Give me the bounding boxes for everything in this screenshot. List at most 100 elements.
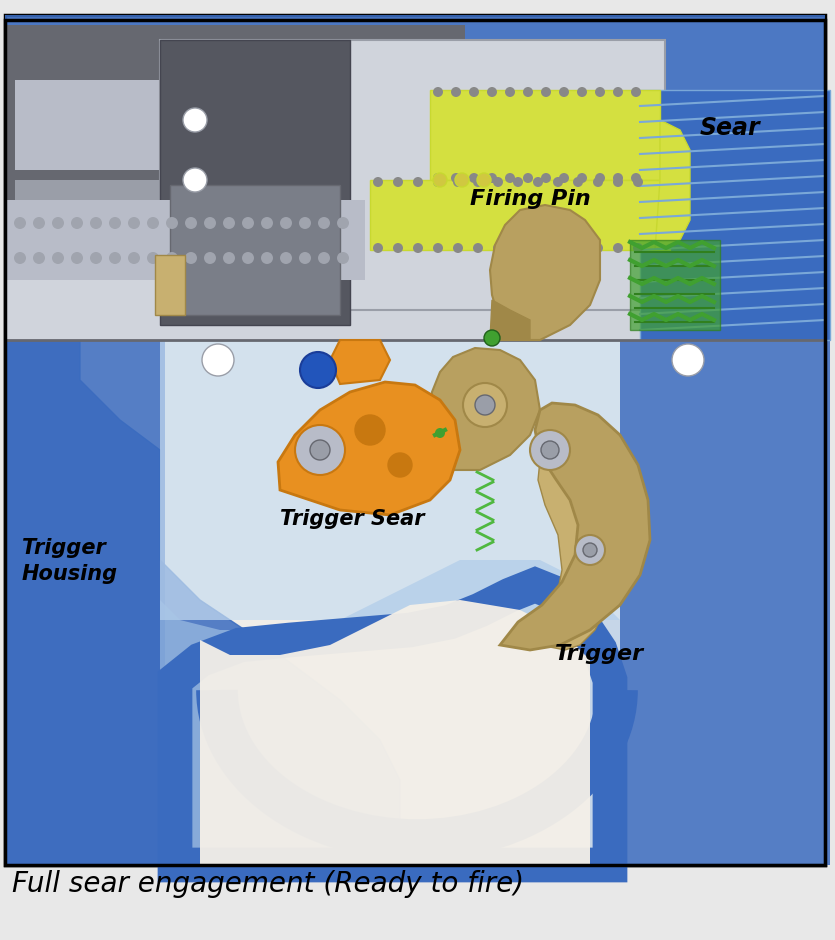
- Polygon shape: [500, 403, 650, 650]
- Circle shape: [373, 243, 383, 253]
- Circle shape: [453, 243, 463, 253]
- Circle shape: [573, 177, 583, 187]
- Circle shape: [473, 243, 483, 253]
- Circle shape: [455, 173, 469, 187]
- Circle shape: [613, 173, 623, 183]
- Circle shape: [413, 177, 423, 187]
- Polygon shape: [538, 448, 620, 650]
- Polygon shape: [430, 348, 540, 470]
- Circle shape: [451, 87, 461, 97]
- Circle shape: [541, 173, 551, 183]
- Circle shape: [52, 252, 64, 264]
- Circle shape: [393, 177, 403, 187]
- Circle shape: [14, 217, 26, 229]
- Circle shape: [373, 177, 383, 187]
- Circle shape: [300, 352, 336, 388]
- Circle shape: [90, 252, 102, 264]
- Circle shape: [593, 177, 603, 187]
- Circle shape: [261, 217, 273, 229]
- Polygon shape: [5, 260, 400, 865]
- Polygon shape: [490, 300, 530, 340]
- Bar: [5, 265, 830, 340]
- Circle shape: [433, 177, 443, 187]
- Circle shape: [613, 243, 623, 253]
- Circle shape: [633, 177, 643, 187]
- Bar: [5, 15, 825, 340]
- Circle shape: [109, 217, 121, 229]
- Polygon shape: [278, 382, 460, 515]
- Polygon shape: [330, 340, 390, 384]
- Circle shape: [413, 243, 423, 253]
- Circle shape: [451, 173, 461, 183]
- Circle shape: [90, 217, 102, 229]
- Circle shape: [393, 243, 403, 253]
- Circle shape: [513, 243, 523, 253]
- Bar: [5, 200, 365, 280]
- Circle shape: [185, 252, 197, 264]
- Bar: [640, 90, 830, 340]
- Circle shape: [183, 168, 207, 192]
- Circle shape: [318, 217, 330, 229]
- Polygon shape: [200, 600, 590, 865]
- Circle shape: [388, 453, 412, 477]
- Circle shape: [337, 252, 349, 264]
- Circle shape: [577, 173, 587, 183]
- Circle shape: [523, 173, 533, 183]
- Circle shape: [463, 383, 507, 427]
- Text: Trigger
Housing: Trigger Housing: [22, 538, 118, 584]
- Circle shape: [261, 252, 273, 264]
- Circle shape: [166, 252, 178, 264]
- Bar: [5, 20, 825, 340]
- Circle shape: [487, 87, 497, 97]
- Circle shape: [204, 252, 216, 264]
- Circle shape: [280, 217, 292, 229]
- Text: Firing Pin: Firing Pin: [470, 189, 590, 209]
- Circle shape: [433, 243, 443, 253]
- Circle shape: [530, 430, 570, 470]
- Circle shape: [487, 173, 497, 183]
- Circle shape: [433, 173, 443, 183]
- Circle shape: [242, 252, 254, 264]
- Polygon shape: [490, 205, 600, 340]
- Circle shape: [553, 243, 563, 253]
- Circle shape: [505, 87, 515, 97]
- Circle shape: [631, 87, 641, 97]
- Bar: [15, 180, 455, 280]
- Circle shape: [223, 252, 235, 264]
- Circle shape: [337, 217, 349, 229]
- Circle shape: [128, 252, 140, 264]
- Circle shape: [613, 87, 623, 97]
- Bar: [5, 25, 465, 290]
- Circle shape: [505, 173, 515, 183]
- Circle shape: [147, 217, 159, 229]
- Circle shape: [433, 173, 447, 187]
- Circle shape: [573, 243, 583, 253]
- Circle shape: [553, 177, 563, 187]
- Circle shape: [541, 87, 551, 97]
- Circle shape: [513, 177, 523, 187]
- Circle shape: [533, 177, 543, 187]
- Circle shape: [185, 217, 197, 229]
- Circle shape: [575, 535, 605, 565]
- Bar: [160, 40, 350, 325]
- Circle shape: [631, 173, 641, 183]
- Circle shape: [204, 217, 216, 229]
- Circle shape: [33, 252, 45, 264]
- Circle shape: [318, 252, 330, 264]
- Circle shape: [33, 217, 45, 229]
- Circle shape: [433, 87, 443, 97]
- Circle shape: [147, 252, 159, 264]
- Circle shape: [109, 252, 121, 264]
- Circle shape: [242, 217, 254, 229]
- Circle shape: [14, 252, 26, 264]
- Bar: [160, 40, 665, 310]
- Circle shape: [453, 177, 463, 187]
- Bar: [155, 255, 185, 315]
- Text: Trigger Sear: Trigger Sear: [280, 509, 424, 529]
- Circle shape: [435, 428, 445, 438]
- Circle shape: [295, 425, 345, 475]
- Polygon shape: [655, 120, 690, 250]
- Bar: [370, 180, 670, 250]
- Circle shape: [477, 173, 491, 187]
- Circle shape: [71, 252, 83, 264]
